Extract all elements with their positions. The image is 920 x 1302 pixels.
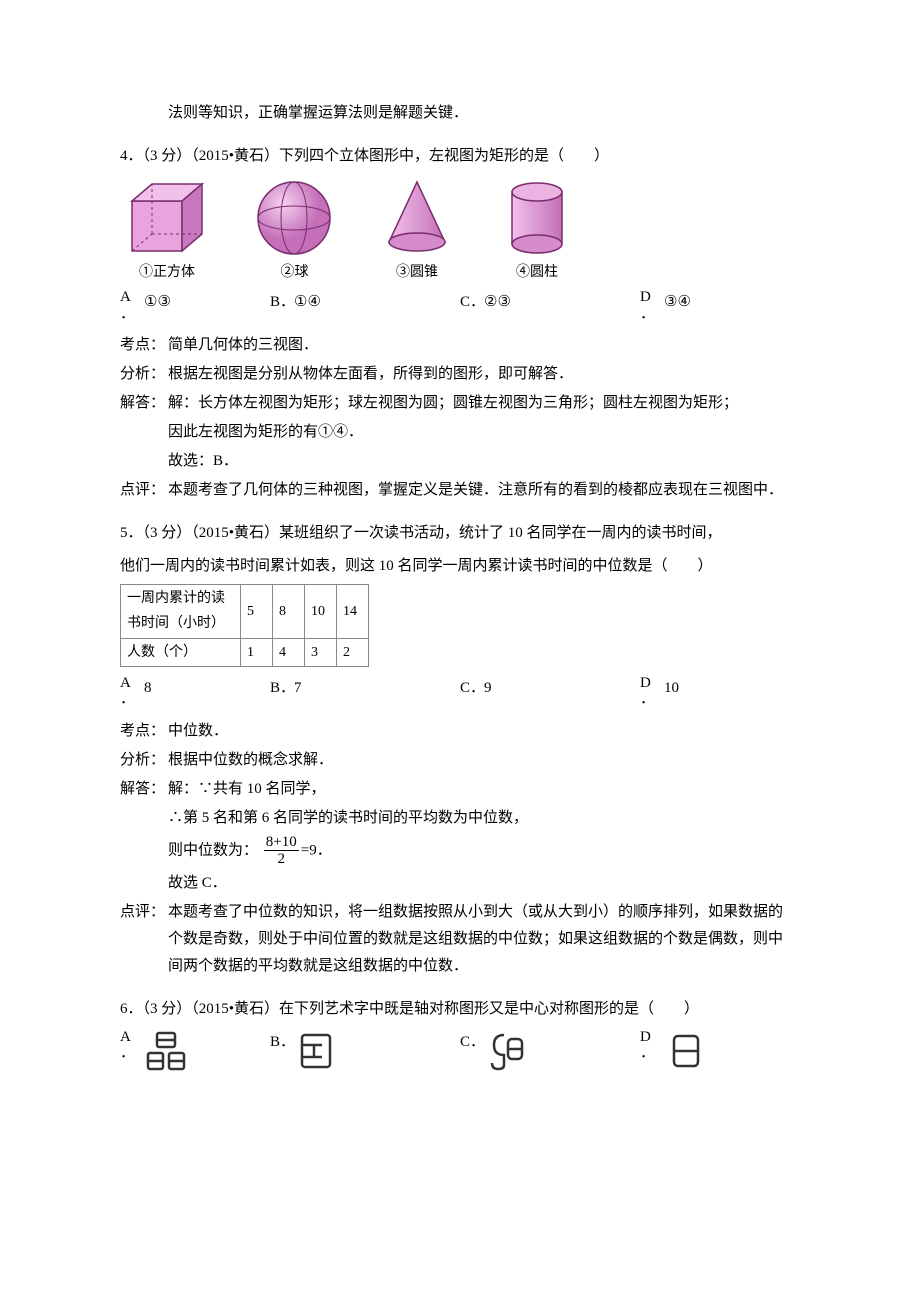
q5-opt-c-text: 9 bbox=[484, 675, 492, 708]
q5-stem2: 他们一周内的读书时间累计如表，则这 10 名同学一周内累计读书时间的中位数是（ … bbox=[120, 553, 800, 580]
opt-letter-d: D． bbox=[640, 289, 664, 322]
q4-opt-d-text: ③④ bbox=[664, 289, 691, 322]
q4-jd1: 解：长方体左视图为矩形；球左视图为圆；圆锥左视图为三角形；圆柱左视图为矩形； bbox=[168, 390, 796, 417]
q5-opt-a-text: 8 bbox=[144, 675, 152, 708]
shape-cylinder: ④圆柱 bbox=[497, 176, 577, 285]
q4-fx: 根据左视图是分别从物体左面看，所得到的图形，即可解答． bbox=[168, 361, 796, 388]
frac-num: 8+10 bbox=[264, 834, 299, 852]
q5-jd3b: =9． bbox=[301, 842, 332, 858]
shape-cube-label: ①正方体 bbox=[139, 260, 195, 285]
kd-label: 考点： bbox=[120, 332, 168, 359]
opt-letter-b: B． bbox=[270, 675, 294, 708]
q6-options: A． B． C． bbox=[120, 1029, 800, 1073]
fraction: 8+10 2 bbox=[264, 834, 299, 868]
prev-tail-text: 法则等知识，正确掌握运算法则是解题关键． bbox=[168, 100, 800, 127]
q5-opt-d-text: 10 bbox=[664, 675, 679, 708]
opt-letter-b: B． bbox=[270, 289, 294, 322]
shape-cone: ③圆锥 bbox=[377, 176, 457, 285]
shape-sphere: ②球 bbox=[252, 176, 337, 285]
q4-options: A． ①③ B． ①④ C． ②③ D． ③④ bbox=[120, 289, 800, 322]
q6-opt-b: B． bbox=[270, 1029, 460, 1073]
t-r1c3: 8 bbox=[273, 585, 305, 638]
q5-fx: 根据中位数的概念求解． bbox=[168, 747, 796, 774]
opt-letter-b: B． bbox=[270, 1029, 294, 1073]
q6-opt-d: D． bbox=[640, 1029, 780, 1073]
q4-opt-c: C． ②③ bbox=[460, 289, 640, 322]
q5-opt-c: C． 9 bbox=[460, 675, 640, 708]
q5-options: A． 8 B． 7 C． 9 D． 10 bbox=[120, 675, 800, 708]
opt-letter-a: A． bbox=[120, 289, 144, 322]
glyph-dan-icon bbox=[484, 1029, 528, 1073]
fx-label: 分析： bbox=[120, 747, 168, 774]
q5-jd3a: 则中位数为： bbox=[168, 842, 258, 858]
q4-opt-d: D． ③④ bbox=[640, 289, 780, 322]
q6-opt-a: A． bbox=[120, 1029, 270, 1073]
q4-dp: 本题考查了几何体的三种视图，掌握定义是关键．注意所有的看到的棱都应表现在三视图中… bbox=[168, 477, 796, 504]
opt-letter-c: C． bbox=[460, 1029, 484, 1073]
q4-opt-a: A． ①③ bbox=[120, 289, 270, 322]
q5-jd2: ∴第 5 名和第 6 名同学的读书时间的平均数为中位数， bbox=[168, 805, 800, 832]
opt-letter-c: C． bbox=[460, 289, 484, 322]
t-r2c5: 2 bbox=[337, 638, 369, 666]
q4-kd: 简单几何体的三视图． bbox=[168, 332, 796, 359]
q4-shapes: ①正方体 ②球 ③圆锥 bbox=[120, 176, 800, 285]
t-r2c4: 3 bbox=[305, 638, 337, 666]
opt-letter-a: A． bbox=[120, 675, 144, 708]
q5-jd1: 解：∵共有 10 名同学， bbox=[168, 776, 796, 803]
q6-opt-c: C． bbox=[460, 1029, 640, 1073]
t-r1c2: 5 bbox=[241, 585, 273, 638]
opt-letter-c: C． bbox=[460, 675, 484, 708]
jd-label: 解答： bbox=[120, 390, 168, 417]
q5-opt-b-text: 7 bbox=[294, 675, 302, 708]
t-r1c4: 10 bbox=[305, 585, 337, 638]
kd-label: 考点： bbox=[120, 718, 168, 745]
glyph-ri-icon bbox=[664, 1029, 708, 1073]
q4-analysis: 考点：简单几何体的三视图． 分析：根据左视图是分别从物体左面看，所得到的图形，即… bbox=[120, 332, 800, 504]
q4-opt-b-text: ①④ bbox=[294, 289, 321, 322]
dp-label: 点评： bbox=[120, 899, 168, 926]
t-r1c1: 一周内累计的读书时间（小时） bbox=[121, 585, 241, 638]
fx-label: 分析： bbox=[120, 361, 168, 388]
q5-kd: 中位数． bbox=[168, 718, 796, 745]
q5-table: 一周内累计的读书时间（小时） 5 8 10 14 人数（个） 1 4 3 2 bbox=[120, 584, 369, 667]
t-r2c2: 1 bbox=[241, 638, 273, 666]
q4-stem: 4．（3 分）（2015•黄石）下列四个立体图形中，左视图为矩形的是（ ） bbox=[120, 143, 800, 170]
q5-dp: 本题考查了中位数的知识，将一组数据按照从小到大（或从大到小）的顺序排列，如果数据… bbox=[168, 899, 796, 980]
t-r2c3: 4 bbox=[273, 638, 305, 666]
q4-jd2: 因此左视图为矩形的有①④． bbox=[168, 419, 800, 446]
glyph-chen-icon bbox=[294, 1029, 338, 1073]
shape-sphere-label: ②球 bbox=[281, 260, 309, 285]
t-r2c1: 人数（个） bbox=[121, 638, 241, 666]
q4-opt-b: B． ①④ bbox=[270, 289, 460, 322]
opt-letter-d: D． bbox=[640, 1029, 664, 1073]
q4-opt-c-text: ②③ bbox=[484, 289, 511, 322]
dp-label: 点评： bbox=[120, 477, 168, 504]
q5-opt-b: B． 7 bbox=[270, 675, 460, 708]
t-r1c5: 14 bbox=[337, 585, 369, 638]
q5-jd3: 则中位数为： 8+10 2 =9． bbox=[168, 834, 800, 868]
shape-cone-label: ③圆锥 bbox=[396, 260, 438, 285]
q5-jd4: 故选 C． bbox=[168, 870, 800, 897]
q5-analysis: 考点：中位数． 分析：根据中位数的概念求解． 解答：解：∵共有 10 名同学， … bbox=[120, 718, 800, 980]
q6-stem: 6．（3 分）（2015•黄石）在下列艺术字中既是轴对称图形又是中心对称图形的是… bbox=[120, 996, 800, 1023]
q5-stem1: 5．（3 分）（2015•黄石）某班组织了一次读书活动，统计了 10 名同学在一… bbox=[120, 520, 800, 547]
glyph-jing-icon bbox=[144, 1029, 188, 1073]
opt-letter-a: A． bbox=[120, 1029, 144, 1073]
frac-den: 2 bbox=[264, 851, 299, 868]
jd-label: 解答： bbox=[120, 776, 168, 803]
q4-opt-a-text: ①③ bbox=[144, 289, 171, 322]
opt-letter-d: D． bbox=[640, 675, 664, 708]
q5-opt-a: A． 8 bbox=[120, 675, 270, 708]
q4-jd3: 故选：B． bbox=[168, 448, 800, 475]
q5-opt-d: D． 10 bbox=[640, 675, 780, 708]
shape-cylinder-label: ④圆柱 bbox=[516, 260, 558, 285]
shape-cube: ①正方体 bbox=[122, 176, 212, 285]
